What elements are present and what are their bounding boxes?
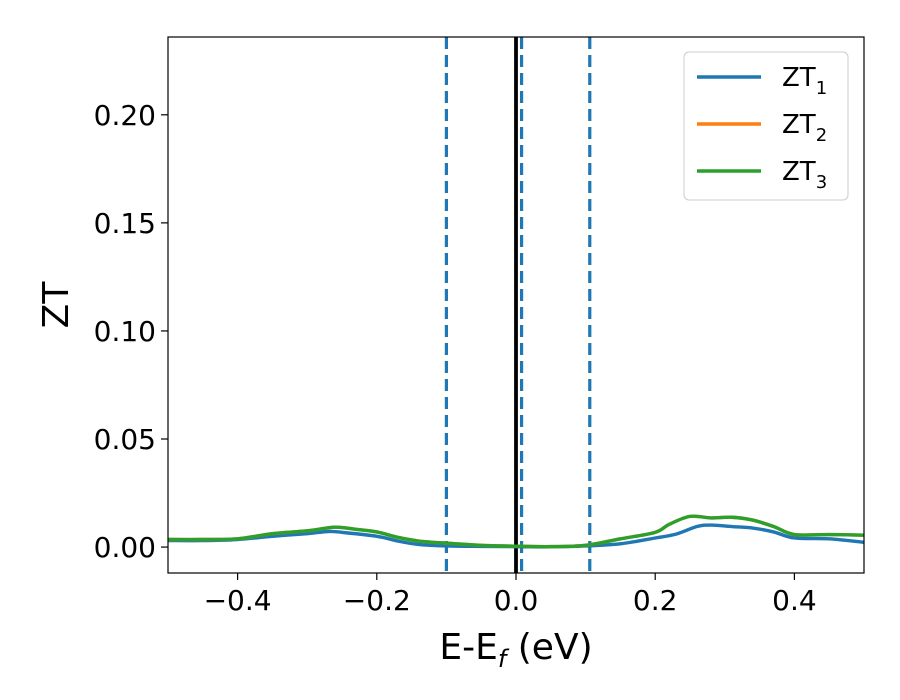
- legend-label-zt2: ZT2: [782, 110, 827, 146]
- y-tick-label: 0.00: [94, 531, 156, 564]
- x-tick-label: 0.2: [633, 584, 678, 617]
- x-tick-label: −0.4: [204, 584, 272, 617]
- reference-lines: [444, 37, 592, 573]
- x-tick-label: 0.0: [494, 584, 539, 617]
- y-tick-label: 0.15: [94, 207, 156, 240]
- x-axis-ticks: −0.4 −0.2 0.0 0.2 0.4: [204, 573, 817, 617]
- y-tick-label: 0.10: [94, 315, 156, 348]
- x-tick-label: −0.2: [343, 584, 411, 617]
- x-axis-title-unit: (eV): [506, 627, 592, 668]
- series-line-zt3: [168, 514, 864, 549]
- legend-label-zt3: ZT3: [782, 157, 827, 193]
- legend-box: [683, 51, 849, 201]
- legend: ZT1 ZT2 ZT3: [683, 51, 849, 201]
- y-tick-label: 0.20: [94, 99, 156, 132]
- legend-label-zt1: ZT1: [782, 63, 827, 99]
- series-layer: [168, 514, 864, 549]
- y-axis-ticks: 0.00 0.05 0.10 0.15 0.20: [94, 99, 168, 564]
- y-axis-title: ZT: [36, 281, 77, 329]
- x-tick-label: 0.4: [772, 584, 817, 617]
- y-tick-label: 0.05: [94, 423, 156, 456]
- x-axis-title: E-Ef (eV): [439, 627, 592, 673]
- legend-entries: ZT1 ZT2 ZT3: [697, 63, 827, 193]
